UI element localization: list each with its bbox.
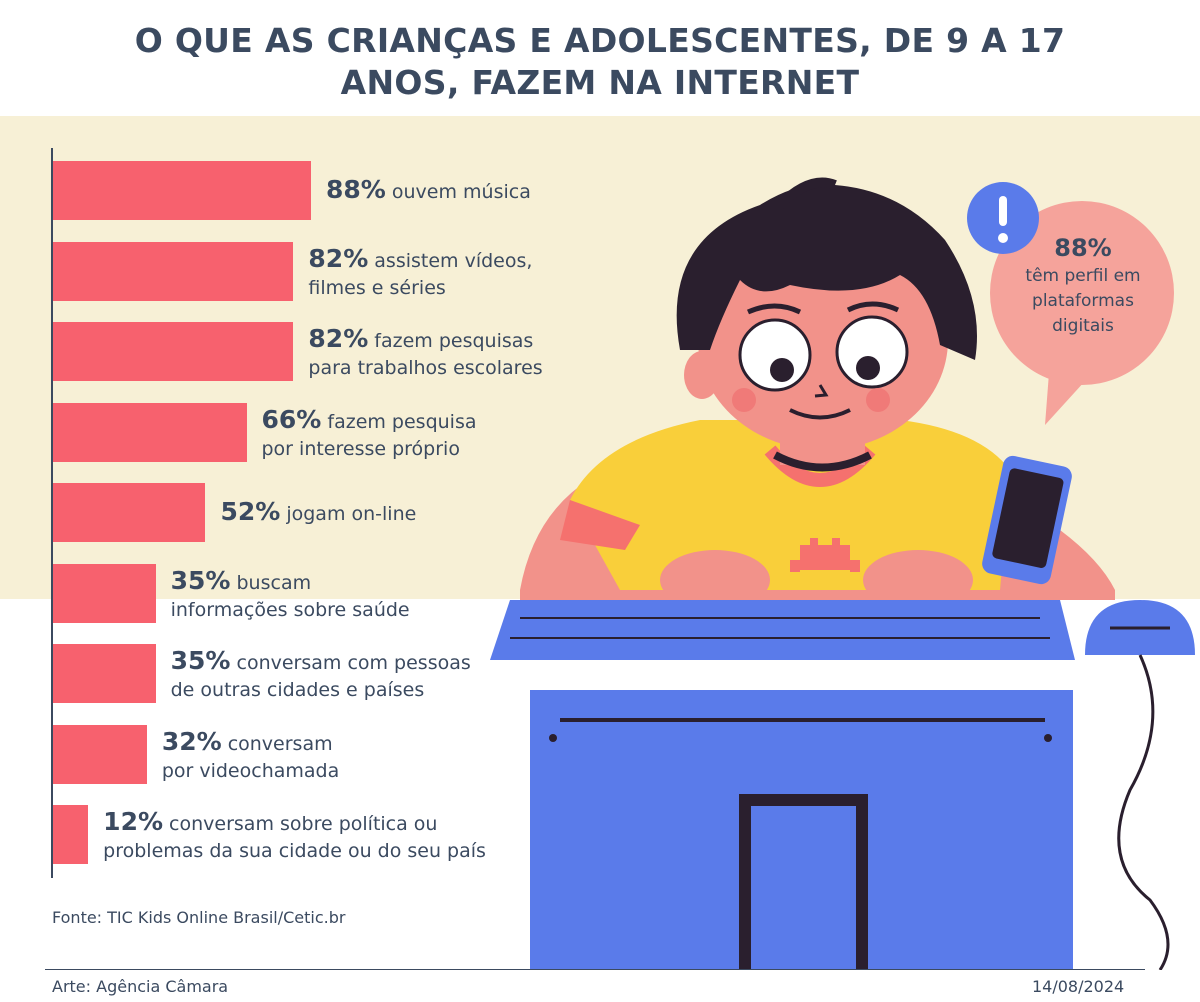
bar-label: 66% fazem pesquisa por interesse próprio bbox=[262, 406, 477, 463]
speech-bubble bbox=[967, 182, 1174, 425]
bar-label: 52% jogam on-line bbox=[220, 498, 416, 528]
bar-percent: 88% bbox=[326, 175, 386, 204]
bar-label: 82% assistem vídeos, filmes e séries bbox=[308, 245, 532, 302]
bar-percent: 35% bbox=[170, 565, 231, 595]
bar bbox=[53, 805, 89, 864]
bar-label: 35% conversam com pessoas de outras cidad… bbox=[171, 647, 471, 704]
bar-label-line-1: fazem pesquisas bbox=[368, 330, 534, 352]
bar bbox=[53, 161, 311, 220]
bar-label-line-2: por videochamada bbox=[161, 759, 340, 782]
bar-label: 12% conversam sobre política ou problemas… bbox=[103, 808, 486, 865]
callout-line-2: plataformas bbox=[1032, 291, 1134, 311]
bar bbox=[53, 563, 156, 623]
bar-label-line-2: de outras cidades e países bbox=[170, 679, 425, 701]
date: 14/08/2024 bbox=[1032, 977, 1125, 996]
bar-label: 35% buscam informações sobre saúde bbox=[171, 567, 410, 624]
bar-label-line-1: conversam com pessoas bbox=[230, 652, 471, 674]
title-line-1: O QUE AS CRIANÇAS E ADOLESCENTES, DE 9 A… bbox=[134, 21, 1066, 60]
bar-label-line-2: filmes e séries bbox=[308, 276, 446, 299]
footer-divider bbox=[45, 969, 1145, 970]
bar-label: 82% fazem pesquisas para trabalhos escola… bbox=[308, 325, 542, 382]
callout-line-3: digitais bbox=[1052, 316, 1114, 336]
bar-percent: 35% bbox=[170, 646, 231, 675]
bar-label-line-2: problemas da sua cidade ou do seu país bbox=[103, 840, 486, 862]
bar bbox=[53, 483, 206, 542]
bar-label-line-2: por interesse próprio bbox=[261, 437, 460, 460]
source-note: Fonte: TIC Kids Online Brasil/Cetic.br bbox=[52, 908, 346, 927]
bar-label-line-1: assistem vídeos, bbox=[368, 249, 533, 272]
bar-label-line-2: informações sobre saúde bbox=[170, 598, 410, 621]
bar-label-line-1: conversam bbox=[221, 732, 333, 755]
bar bbox=[53, 724, 147, 784]
bar-percent: 12% bbox=[103, 807, 164, 836]
callout-line-1: têm perfil em bbox=[1025, 266, 1141, 286]
bar bbox=[53, 322, 294, 381]
callout-text: 88% têm perfil em plataformas digitais bbox=[998, 232, 1168, 339]
bar-label-line-1: fazem pesquisa bbox=[321, 410, 477, 433]
chart-axis bbox=[51, 148, 53, 878]
page-title: O QUE AS CRIANÇAS E ADOLESCENTES, DE 9 A… bbox=[0, 20, 1200, 104]
bar-label-line-1: ouvem música bbox=[385, 181, 531, 203]
bar-label: 88% ouvem música bbox=[326, 176, 531, 206]
bar bbox=[53, 402, 247, 462]
bar-label-line-1: buscam bbox=[230, 571, 312, 594]
credit: Arte: Agência Câmara bbox=[52, 977, 229, 996]
bar-label: 32% conversam por videochamada bbox=[162, 728, 339, 785]
bar-label-line-1: jogam on-line bbox=[280, 503, 417, 525]
bar-percent: 82% bbox=[308, 243, 369, 273]
bar-percent: 66% bbox=[261, 404, 322, 434]
bar-percent: 52% bbox=[220, 497, 281, 526]
bar-percent: 82% bbox=[308, 324, 369, 353]
bar-label-line-2: para trabalhos escolares bbox=[308, 357, 543, 379]
boy-at-computer-illustration bbox=[490, 177, 1195, 970]
callout-percent: 88% bbox=[1054, 234, 1112, 262]
bar bbox=[53, 241, 294, 301]
bar-percent: 32% bbox=[161, 726, 222, 756]
bar bbox=[53, 644, 156, 703]
title-line-2: ANOS, FAZEM NA INTERNET bbox=[340, 63, 860, 102]
bar-label-line-1: conversam sobre política ou bbox=[163, 813, 438, 835]
